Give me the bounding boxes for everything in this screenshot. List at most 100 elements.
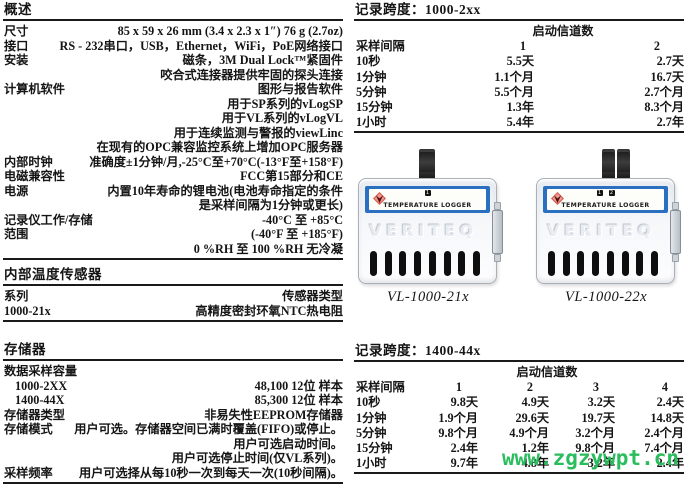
spec-value: 用于SP系列的vLogSP [227,96,343,111]
spec-row: 数据采样容量 [3,364,343,379]
interval-label: 1分钟 [356,69,387,84]
section-body: 数据采样容量 1000-2XX 48,100 12位 样本 1400-44X 85,30… [3,364,343,484]
spec-value: 图形与报告软件 [257,82,343,96]
vent-slot [443,251,451,276]
span-row: 10秒 9.8天 4.9天 3.2天 2.4天 [354,395,684,410]
span-value: 2.7个月 [644,84,684,99]
vent-slot [548,251,555,276]
channel-header: 1 [519,39,526,54]
span-table-title: 记录跨度：1400-44x [354,343,684,362]
device-label-text: TEMPERATURE LOGGER [383,202,472,209]
spec-label: 1000-2XX [15,378,68,393]
spec-label: 数据采样容量 [4,364,78,378]
interval-label: 1小时 [356,456,387,471]
vent-slot [370,251,377,276]
vent-slot [414,251,422,276]
spec-value: 传感器类型 [282,289,343,303]
device-caption: VL-1000-22x [564,289,647,305]
span-value: 3.2年 [587,456,615,471]
spec-value: 咬合式连接器提供牢固的探头连接 [160,67,343,82]
spec-label: 系列 [4,289,29,303]
spec-row: 计算机软件 图形与报告软件 用于SP系列的vLogSP 用于VL系列的vLogVL 用于… [3,82,343,155]
vent-slots [548,251,658,276]
spec-value: 用户可选择从每10秒一次到每天一次(10秒间隔)。 [78,465,343,480]
spec-value: 85 x 59 x 26 mm (3.4 x 2.3 x 1″) 76 g (2… [117,24,343,38]
span-row: 1小时 9.7年 4.8年 3.2年 2.4年 [354,456,684,471]
span-value: 19.7天 [581,410,615,425]
span-value: 29.6天 [515,410,549,425]
section-overview: 概述尺寸 85 x 59 x 26 mm (3.4 x 2.3 x 1″) 76 … [3,2,343,260]
spec-label: 计算机软件 [4,82,65,96]
device-label-text: TEMPERATURE LOGGER [561,202,650,209]
brand-embossed-text: VERITEQ [369,221,478,240]
spec-row: 接口 RS - 232串口，USB，Ethernet，WiFi，PoE网络接口 [3,39,343,54]
vent-slot [577,251,585,276]
vent-slot [606,251,614,276]
spec-label: 内部时钟 [4,154,53,169]
device-label-band: 1 2 TEMPERATURE LOGGER [543,186,668,213]
watermark-text: www.zgzywpt.cn [502,446,680,470]
spec-value: 是采样间隔为1分钟或更长) [198,198,343,212]
interval-label: 1分钟 [356,410,387,425]
section-body: 系列 传感器类型 1000-21x 高精度密封环氧NTC热电阻 [3,289,343,322]
spec-value: 内置10年寿命的锂电池(电池寿命指定的条件 [107,183,343,198]
spec-values: (-40°F 至 +185°F) 0 %RH 至 100 %RH 无冷凝 [28,227,343,256]
record-span-table-1000-2xx: 记录跨度：1000-2xx 启动信道数 采样间隔 1 2 10秒 5.5天 2.7天 1分钟 1.… [354,2,684,134]
section-body: 尺寸 85 x 59 x 26 mm (3.4 x 2.3 x 1″) 76 g … [3,24,343,260]
span-value: 5.4年 [506,115,534,130]
section-title: 概述 [3,2,343,21]
span-value: 5.5个月 [494,84,534,99]
spec-value: 磁条，3M Dual Lock™紧固件 [182,53,343,67]
spec-label: 存储模式 [4,422,53,436]
spec-row: 1000-21x 高精度密封环氧NTC热电阻 [3,304,343,319]
spec-row: 存储模式 用户可选。存储器空间已满时覆盖(FIFO)或停止。 用户可选启动时间。 用户… [3,422,343,466]
spec-label: 1000-21x [4,303,51,318]
spec-value: 准确度±1分钟/月,-25°C至+70°C(-13°F至+158°F) [89,154,343,169]
span-value: 4.9个月 [509,425,549,440]
spec-values: 传感器类型 [28,289,343,304]
span-row: 1小时 5.4年 2.7年 [354,115,684,130]
spec-value: 85,300 12位 样本 [254,393,343,407]
channel-indicator: 1 [424,190,431,196]
span-value: 9.7年 [450,456,478,471]
channel-header: 2 [526,380,533,395]
vent-slots [370,251,480,276]
span-value: 9.8天 [450,395,478,410]
span-value: 5.5天 [506,54,534,69]
vent-slot [562,251,570,276]
span-value: 3.2天 [587,395,615,410]
spec-value: 用户可选停止时间(仅VL系列)。 [171,451,343,465]
spec-value: FCC第15部分和CE [240,169,343,183]
probe-connector [419,149,435,178]
span-value: 7.4个月 [644,441,684,456]
span-table-title: 记录跨度：1000-2xx [354,2,684,21]
device-label-band: 1 TEMPERATURE LOGGER [365,186,490,213]
spec-value: 用于连续监测与警报的viewLinc [173,125,343,140]
device-label: 1 2 TEMPERATURE LOGGER [547,189,664,210]
device-body: 1 TEMPERATURE LOGGER VERITEQ [358,178,503,284]
spec-label: 记录仪工作/存储 [4,212,93,227]
spec-label: 范围 [4,227,29,241]
spec-value: RS - 232串口，USB，Ethernet，WiFi，PoE网络接口 [59,38,343,53]
spec-value: 用户可选。存储器空间已满时覆盖(FIFO)或停止。 [74,422,343,436]
channel-indicators: 1 [369,190,486,196]
span-value: 16.7天 [650,69,684,84]
span-value: 4.9天 [521,395,549,410]
span-value: 1.3年 [506,100,534,115]
interval-label: 15分钟 [356,100,393,115]
serial-port-connector [670,202,681,262]
spec-values: 用户可选。存储器空间已满时覆盖(FIFO)或停止。 用户可选启动时间。 用户可选停止… [53,422,343,466]
spec-value: 用户可选启动时间。 [233,436,343,451]
spec-row: 采样频率 用户可选择从每10秒一次到每天一次(10秒间隔)。 [3,466,343,481]
device-label: 1 TEMPERATURE LOGGER [369,189,486,210]
spec-label: 安装 [4,53,29,67]
span-row: 15分钟 1.3年 8.3个月 [354,100,684,115]
span-value: 2.4天 [656,395,684,410]
span-value: 4.8年 [521,456,549,471]
spec-values: 用户可选择从每10秒一次到每天一次(10秒间隔)。 [53,466,343,481]
spec-label: 采样频率 [4,465,53,480]
interval-header: 采样间隔 [356,39,405,54]
spec-row: 系列 传感器类型 [3,289,343,304]
serial-port-connector [492,202,503,262]
